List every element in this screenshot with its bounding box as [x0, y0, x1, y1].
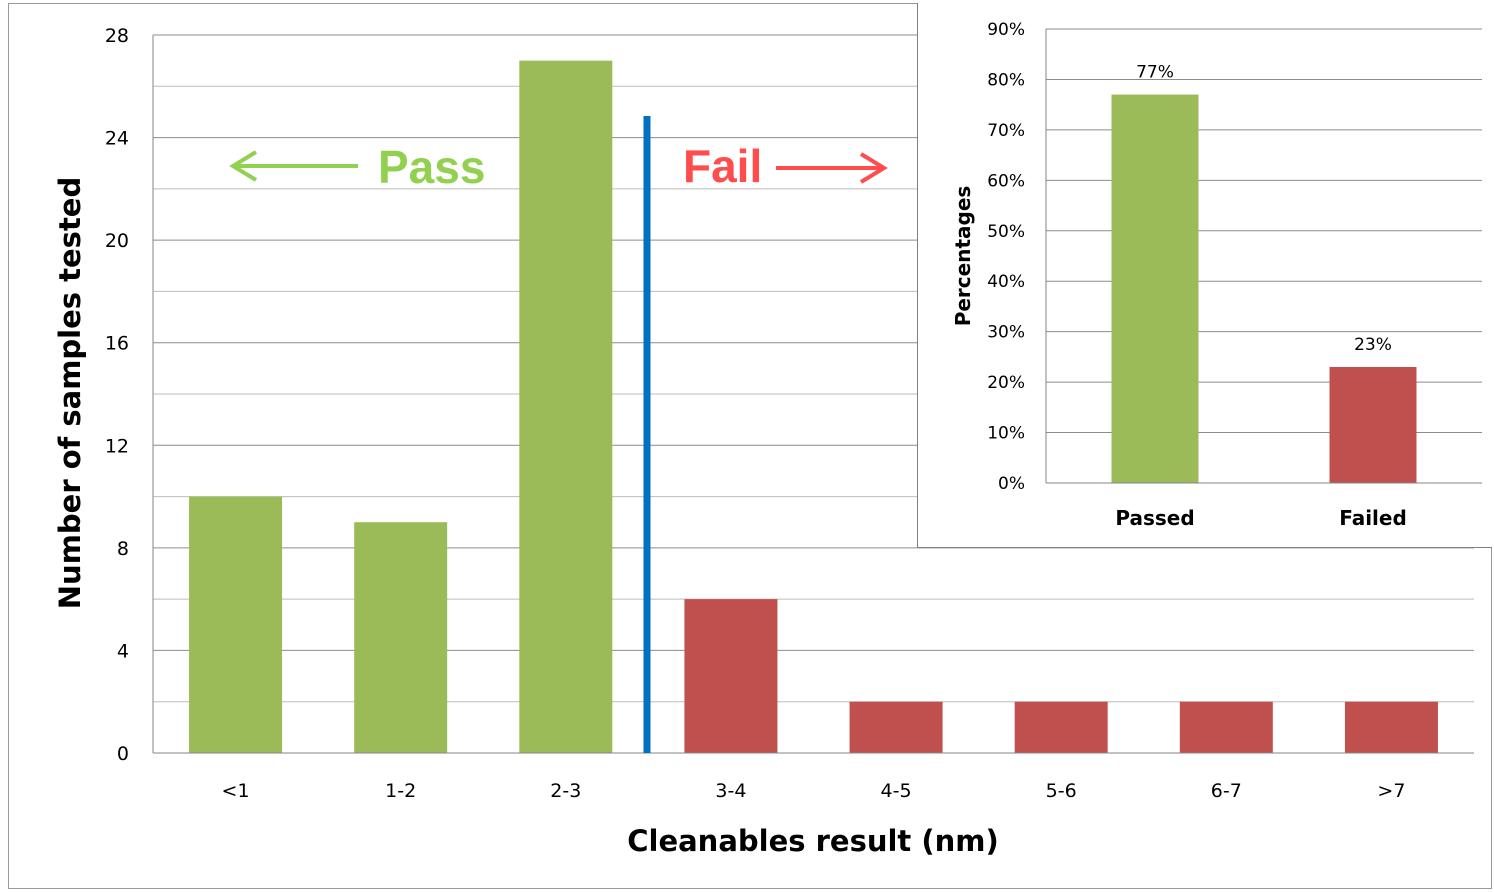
main-x-tick-label: 3-4 — [715, 780, 746, 802]
inset-data-labels: 77% 23% — [1136, 63, 1392, 355]
inset-chart: 0% 10% 20% 30% 40% 50% 60% 70% 80% 90% Passed Fail… — [917, 3, 1492, 548]
main-y-tick-label: 0 — [117, 743, 129, 765]
inset-y-tick-labels: 0% 10% 20% 30% 40% 50% 60% 70% 80% 90% — [987, 20, 1025, 494]
pass-annotation: Pass — [229, 141, 485, 193]
main-x-tick-label: 2-3 — [550, 780, 581, 802]
fail-annotation: Fail — [683, 140, 888, 192]
main-bar — [849, 701, 943, 753]
main-bar — [1344, 701, 1438, 753]
inset-x-tick-label: Passed — [1115, 506, 1194, 530]
main-x-tick-label: 5-6 — [1046, 780, 1077, 802]
main-x-tick-label: 4-5 — [881, 780, 912, 802]
main-y-axis-title: Number of samples tested — [53, 177, 87, 609]
main-y-tick-label: 28 — [105, 25, 129, 47]
main-x-tick-label: 1-2 — [385, 780, 416, 802]
main-bar — [519, 60, 613, 753]
main-y-tick-label: 20 — [105, 230, 129, 252]
main-y-tick-label: 12 — [105, 435, 129, 457]
inset-y-axis-title: Percentages — [951, 186, 975, 327]
main-x-tick-label: 6-7 — [1211, 780, 1242, 802]
inset-bar — [1111, 94, 1199, 484]
main-bar — [354, 522, 448, 753]
main-y-tick-label: 8 — [117, 538, 129, 560]
main-x-tick-labels: <1 1-2 2-3 3-4 4-5 5-6 6-7 >7 — [222, 780, 1406, 802]
inset-bar — [1329, 366, 1417, 483]
inset-y-tick-label: 30% — [987, 323, 1025, 343]
main-y-tick-label: 16 — [105, 333, 129, 355]
main-x-axis-title: Cleanables result (nm) — [627, 824, 999, 858]
inset-data-label: 77% — [1136, 63, 1174, 83]
inset-y-tick-label: 70% — [987, 121, 1025, 141]
pass-label: Pass — [378, 141, 485, 193]
inset-data-label: 23% — [1354, 335, 1392, 355]
main-bars — [189, 60, 1438, 753]
main-bar — [189, 496, 283, 753]
main-x-tick-label: <1 — [222, 780, 250, 802]
main-y-tick-label: 24 — [105, 128, 129, 150]
fail-label: Fail — [683, 140, 762, 192]
inset-x-tick-labels: Passed Failed — [1115, 506, 1406, 530]
inset-y-tick-label: 0% — [998, 474, 1025, 494]
inset-y-tick-label: 90% — [987, 20, 1025, 40]
pass-arrow-head — [229, 150, 258, 182]
inset-y-tick-label: 80% — [987, 70, 1025, 90]
inset-y-tick-label: 20% — [987, 373, 1025, 393]
main-x-tick-label: >7 — [1377, 780, 1405, 802]
main-bar — [1179, 701, 1273, 753]
inset-y-tick-label: 50% — [987, 222, 1025, 242]
inset-x-tick-label: Failed — [1339, 506, 1407, 530]
fail-arrow-head — [859, 152, 888, 184]
inset-y-tick-label: 60% — [987, 171, 1025, 191]
main-bar — [1014, 701, 1108, 753]
main-y-tick-labels: 0 4 8 12 16 20 24 28 — [105, 25, 129, 765]
main-y-tick-label: 4 — [117, 640, 129, 662]
inset-y-tick-label: 40% — [987, 272, 1025, 292]
inset-y-tick-label: 10% — [987, 424, 1025, 444]
inset-bars — [1111, 94, 1417, 484]
main-bar — [684, 599, 778, 753]
